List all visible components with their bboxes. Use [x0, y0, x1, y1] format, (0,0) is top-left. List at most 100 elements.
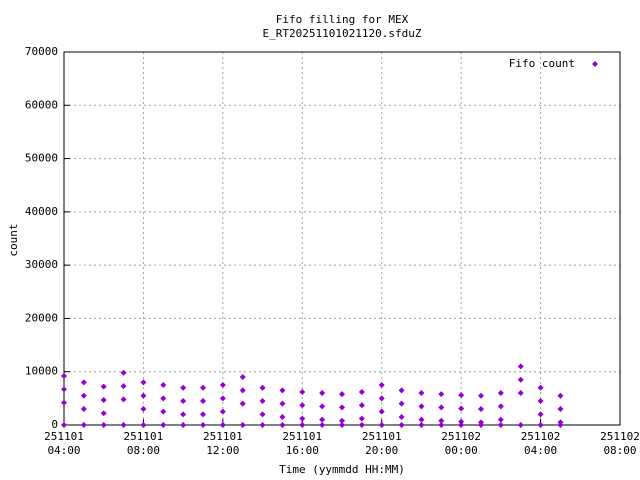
data-point	[458, 418, 465, 425]
data-point	[537, 411, 544, 418]
data-point	[438, 422, 445, 428]
data-point	[537, 398, 544, 405]
chart-title: Fifo filling for MEX	[276, 13, 409, 26]
data-point	[160, 382, 167, 389]
data-point	[219, 422, 226, 428]
data-point	[200, 384, 206, 391]
data-point	[497, 390, 504, 397]
y-tick-label: 50000	[25, 152, 58, 165]
data-point	[299, 402, 306, 409]
data-point	[120, 422, 127, 428]
x-tick-label: 251101 12:00	[203, 430, 243, 457]
x-tick-label: 251102 08:00	[600, 430, 640, 457]
data-point	[418, 403, 425, 410]
data-point	[80, 422, 87, 428]
data-point	[180, 411, 187, 418]
data-point	[398, 387, 405, 394]
data-point	[279, 387, 286, 394]
legend-marker	[592, 61, 598, 67]
data-point	[339, 391, 345, 398]
data-point	[279, 422, 286, 428]
data-point	[537, 384, 544, 391]
y-tick-label: 20000	[25, 311, 58, 324]
y-tick-label: 0	[51, 418, 58, 431]
data-point	[517, 363, 524, 370]
data-point	[557, 392, 564, 399]
data-point	[140, 379, 147, 386]
data-point	[358, 422, 365, 428]
data-point	[259, 411, 266, 418]
data-point	[160, 408, 167, 415]
data-point	[219, 382, 226, 389]
data-point	[239, 422, 246, 428]
data-point	[438, 391, 445, 398]
data-point	[200, 422, 206, 428]
data-point	[378, 422, 385, 428]
data-point	[557, 422, 564, 428]
data-point	[140, 406, 147, 413]
data-point	[378, 395, 385, 402]
data-point	[339, 417, 345, 424]
data-point	[358, 415, 365, 422]
data-point	[180, 422, 187, 428]
data-point	[219, 408, 226, 415]
data-point	[120, 396, 127, 403]
chart-subtitle: E_RT20251101021120.sfduZ	[263, 27, 422, 40]
data-point	[358, 388, 365, 395]
data-point	[80, 406, 87, 413]
data-point	[319, 422, 326, 428]
data-point	[319, 390, 326, 397]
data-point	[61, 372, 67, 379]
data-point	[478, 422, 484, 428]
data-point	[259, 422, 266, 428]
y-tick-label: 40000	[25, 205, 58, 218]
data-point	[100, 422, 107, 428]
data-point	[319, 403, 326, 410]
y-tick-label: 70000	[25, 45, 58, 58]
data-point	[259, 398, 266, 405]
data-point	[299, 422, 306, 428]
data-point	[160, 422, 167, 428]
data-point	[299, 388, 306, 395]
data-point	[398, 422, 405, 428]
data-point	[418, 390, 425, 397]
data-point	[259, 384, 266, 391]
data-point	[378, 408, 385, 415]
data-point	[200, 398, 206, 405]
data-point	[497, 422, 504, 428]
data-point	[517, 422, 524, 428]
y-tick-label: 60000	[25, 98, 58, 111]
data-point	[100, 410, 107, 417]
data-point	[438, 417, 445, 424]
data-point	[100, 383, 107, 390]
data-point	[537, 422, 544, 428]
x-tick-label: 251102 00:00	[441, 430, 481, 457]
data-point	[517, 390, 524, 397]
data-point	[438, 404, 445, 411]
data-point	[279, 400, 286, 407]
data-point	[378, 382, 385, 389]
data-point	[517, 376, 524, 383]
data-point	[200, 411, 206, 418]
data-point	[180, 398, 187, 405]
data-point	[398, 414, 405, 421]
data-point	[140, 392, 147, 399]
data-point	[319, 416, 326, 423]
data-point	[180, 384, 187, 391]
x-tick-label: 251101 20:00	[362, 430, 402, 457]
x-tick-label: 251101 04:00	[44, 430, 84, 457]
data-point	[478, 392, 484, 399]
data-point	[458, 422, 465, 428]
data-point	[120, 369, 127, 376]
data-point	[80, 392, 87, 399]
data-point	[398, 400, 405, 407]
x-tick-label: 251102 04:00	[521, 430, 561, 457]
data-point	[299, 415, 306, 422]
data-point	[160, 395, 167, 402]
data-point	[140, 422, 147, 428]
legend-label: Fifo count	[509, 57, 575, 70]
data-point	[458, 392, 465, 399]
y-axis-label: count	[7, 223, 20, 256]
